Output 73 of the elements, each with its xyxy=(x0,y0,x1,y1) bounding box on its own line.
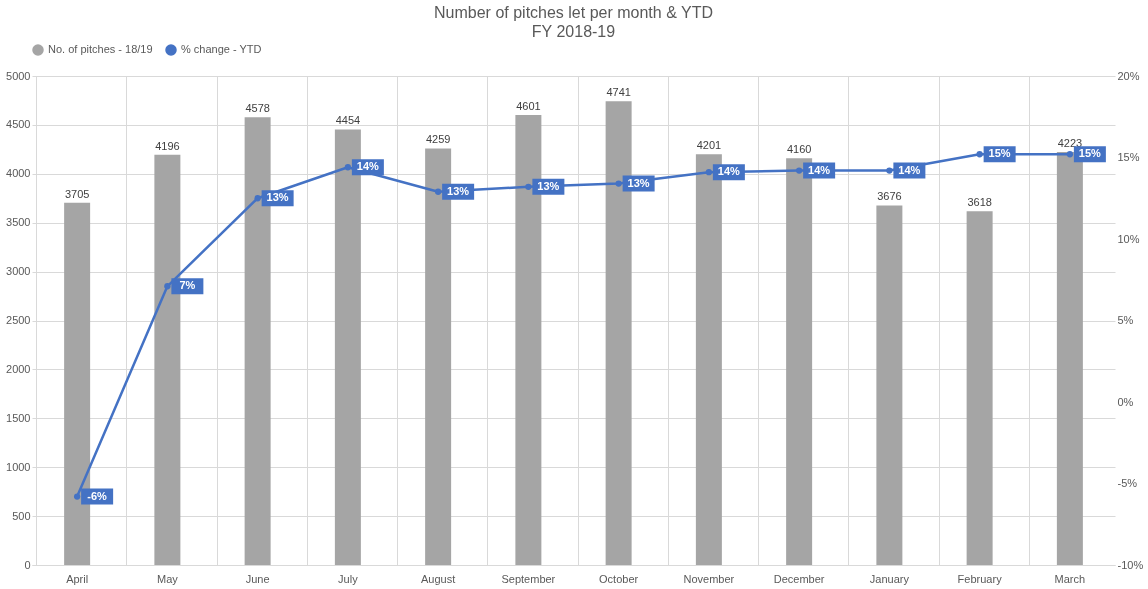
data-label: 14% xyxy=(898,163,921,176)
point xyxy=(1066,151,1074,158)
x-tick-label: July xyxy=(338,572,359,585)
y2-tick-label: 20% xyxy=(1117,69,1140,82)
x-tick-label: September xyxy=(501,572,556,585)
y-tick-label: 4500 xyxy=(6,118,31,131)
data-label: 15% xyxy=(1078,147,1102,160)
x-tick-label: December xyxy=(773,572,825,585)
y-tick-label: 1500 xyxy=(6,411,31,424)
data-label: 4601 xyxy=(516,100,541,113)
data-label: 4223 xyxy=(1057,136,1083,149)
data-label: 3705 xyxy=(64,187,90,200)
legend-label: No. of pitches - 18/19 xyxy=(48,43,153,55)
data-label: 4259 xyxy=(425,133,451,146)
point xyxy=(525,183,532,190)
point xyxy=(615,180,622,187)
y-tick-label: 2000 xyxy=(6,362,31,375)
x-tick-label: October xyxy=(599,572,639,585)
data-label: 13% xyxy=(447,184,470,197)
y-tick-label: 500 xyxy=(12,509,31,522)
y2-tick-label: 15% xyxy=(1117,151,1140,163)
legend-label: % change - YTD xyxy=(181,43,262,55)
data-label: 14% xyxy=(808,163,831,176)
data-label: 4160 xyxy=(786,143,812,156)
y-tick-label: 2500 xyxy=(6,314,31,326)
y-tick-label: 1000 xyxy=(6,460,31,473)
point xyxy=(705,169,713,176)
y-tick-label: 0 xyxy=(24,558,31,571)
x-tick-label: June xyxy=(245,572,270,585)
bar xyxy=(154,154,181,565)
chart-title: Number of pitches let per month & YTD xyxy=(434,4,713,21)
y-tick-label: 3000 xyxy=(6,265,31,278)
y2-tick-label: 0% xyxy=(1117,395,1134,408)
data-label: -6% xyxy=(87,489,108,502)
point xyxy=(976,151,983,158)
data-label: 15% xyxy=(988,147,1011,160)
x-tick-label: February xyxy=(957,572,1003,585)
x-tick-label: May xyxy=(156,572,179,585)
point xyxy=(434,188,442,195)
data-label: 4454 xyxy=(335,114,361,127)
point xyxy=(795,167,803,174)
point xyxy=(73,493,81,500)
y2-tick-label: 5% xyxy=(1117,314,1134,326)
x-tick-label: January xyxy=(869,572,910,585)
y-tick-label: 3500 xyxy=(6,216,31,229)
data-label: 4741 xyxy=(606,86,631,99)
point xyxy=(254,195,261,202)
data-label: 13% xyxy=(266,191,289,204)
data-label: 13% xyxy=(537,179,560,192)
point xyxy=(886,167,893,174)
x-tick-label: August xyxy=(421,572,456,585)
point xyxy=(164,283,171,290)
data-label: 14% xyxy=(717,165,741,178)
data-label: 4578 xyxy=(245,102,270,115)
y2-tick-label: -5% xyxy=(1117,477,1138,489)
y2-tick-label: 10% xyxy=(1117,232,1140,245)
bar xyxy=(876,205,903,565)
bar xyxy=(966,211,993,565)
data-label: 4201 xyxy=(696,139,722,152)
y-tick-label: 5000 xyxy=(6,69,31,82)
x-tick-label: April xyxy=(66,572,89,585)
point xyxy=(344,164,352,171)
data-label: 13% xyxy=(627,176,650,189)
y2-tick-label: -10% xyxy=(1117,558,1144,571)
y-tick-label: 4000 xyxy=(6,167,31,180)
data-label: 3676 xyxy=(877,190,902,203)
data-label: 14% xyxy=(356,160,380,173)
x-tick-label: November xyxy=(683,572,735,585)
chart-subtitle: FY 2018-19 xyxy=(531,23,616,40)
x-tick-label: March xyxy=(1054,572,1086,585)
data-label: 4196 xyxy=(155,139,180,152)
data-label: 7% xyxy=(179,279,196,292)
data-label: 3618 xyxy=(967,196,992,209)
